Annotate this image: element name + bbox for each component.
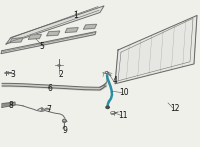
Text: 3: 3	[10, 70, 15, 79]
Polygon shape	[1, 32, 96, 54]
Polygon shape	[2, 102, 15, 107]
Text: 9: 9	[63, 126, 67, 135]
Text: 4: 4	[113, 76, 117, 85]
Text: 11: 11	[118, 111, 128, 120]
Text: 8: 8	[9, 101, 13, 110]
Polygon shape	[84, 24, 97, 29]
Text: 7: 7	[47, 105, 51, 114]
Polygon shape	[47, 31, 60, 36]
Polygon shape	[28, 34, 41, 39]
Text: 10: 10	[119, 88, 129, 97]
Polygon shape	[115, 15, 197, 84]
Text: 1: 1	[74, 11, 78, 20]
Polygon shape	[63, 119, 66, 122]
Polygon shape	[65, 28, 78, 32]
Polygon shape	[6, 6, 104, 44]
Text: 12: 12	[170, 103, 180, 113]
Text: 5: 5	[40, 42, 44, 51]
Polygon shape	[10, 38, 23, 43]
Polygon shape	[106, 106, 109, 108]
Text: 6: 6	[48, 84, 52, 93]
Text: 2: 2	[59, 70, 63, 79]
